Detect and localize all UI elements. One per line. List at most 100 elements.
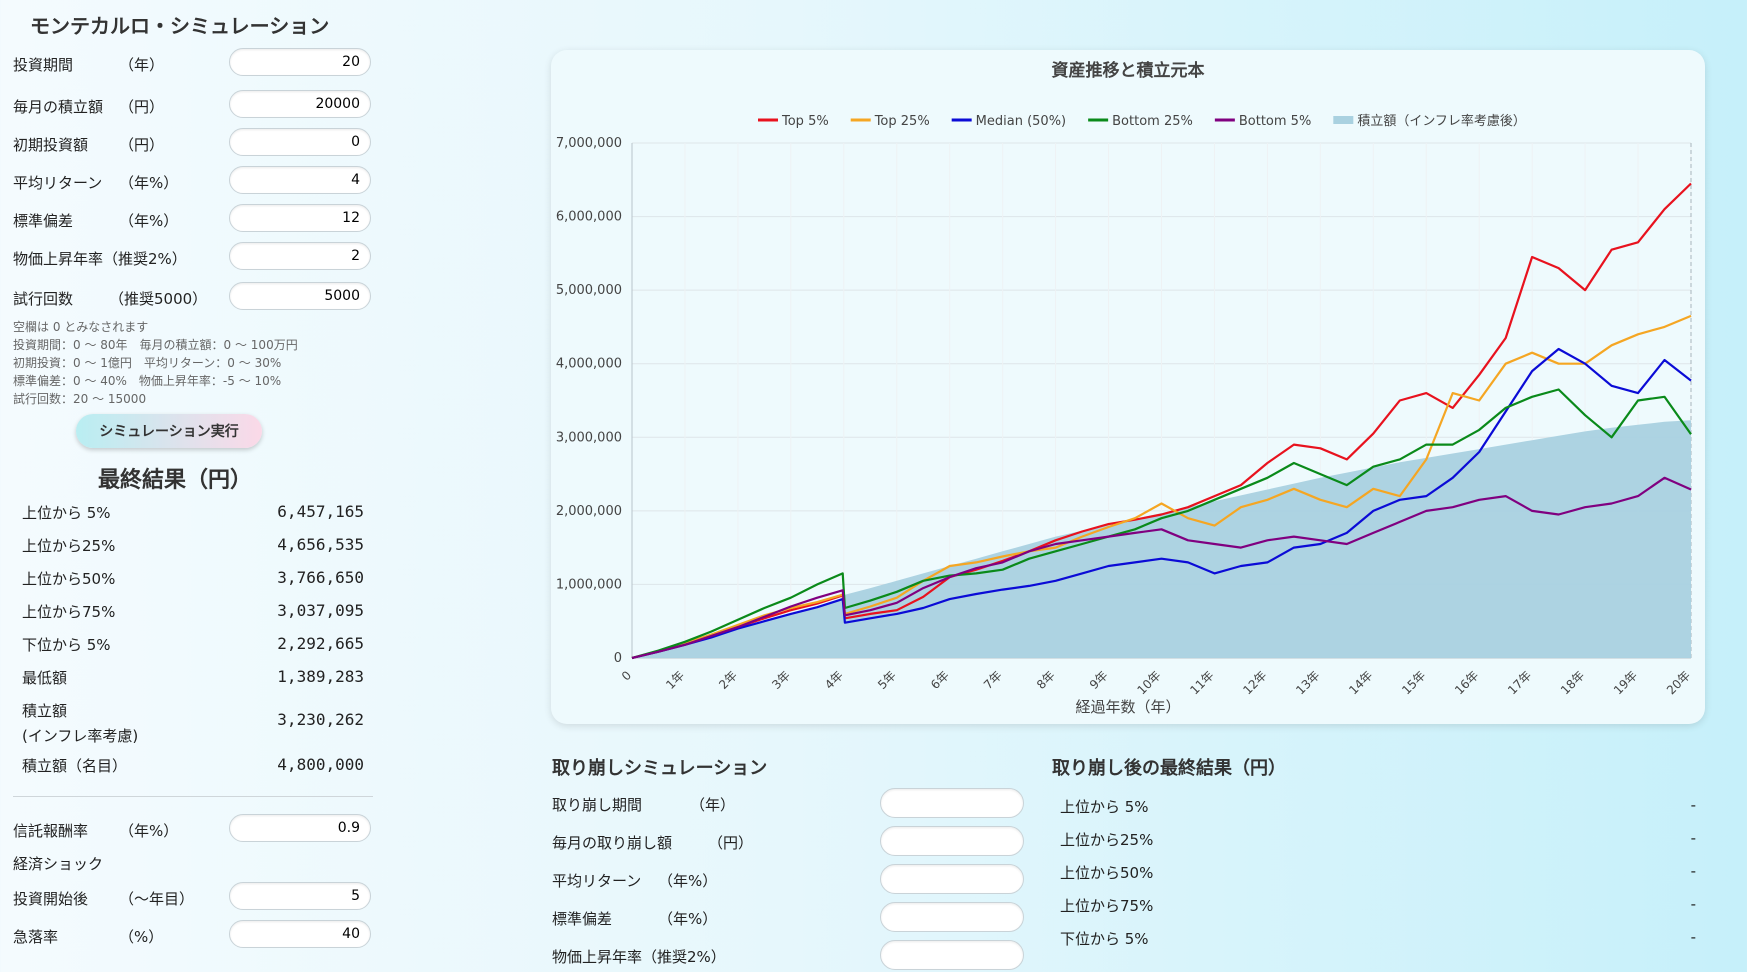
monthly-label: 毎月の積立額	[13, 98, 104, 116]
trials-input[interactable]	[229, 282, 371, 310]
input-row-crash-rate: 急落率 （%）	[13, 920, 373, 952]
fee-input[interactable]	[229, 814, 371, 842]
trials-unit: （推奨5000）	[109, 290, 208, 308]
withdraw-period-unit: （年）	[690, 796, 736, 814]
withdraw-result-label: 上位から25%	[1060, 831, 1154, 849]
input-row-period: 投資期間 （年）	[13, 48, 373, 80]
stddev-input[interactable]	[229, 204, 371, 232]
monthly-input[interactable]	[229, 90, 371, 118]
return-label: 平均リターン	[13, 174, 103, 192]
withdraw-period-label: 取り崩し期間	[552, 796, 643, 814]
x-tick-label: 15年	[1399, 668, 1428, 697]
y-tick-label: 0	[614, 651, 622, 666]
y-tick-label: 3,000,000	[556, 430, 622, 445]
crash-rate-label: 急落率	[13, 928, 59, 946]
result-label: 積立額	[22, 702, 68, 720]
x-tick-label: 17年	[1505, 668, 1534, 697]
result-label: 下位から 5%	[22, 636, 111, 654]
stddev-unit: （年%）	[119, 212, 179, 230]
result-label: 上位から25%	[22, 537, 116, 555]
legend-label: Top 5%	[781, 114, 829, 129]
inflation-input[interactable]	[229, 242, 371, 270]
x-tick-label: 19年	[1611, 668, 1640, 697]
withdraw-title: 取り崩しシミュレーション	[552, 758, 768, 779]
y-tick-label: 7,000,000	[556, 136, 622, 151]
y-tick-label: 4,000,000	[556, 357, 622, 372]
legend-swatch	[1333, 116, 1354, 124]
return-unit: （年%）	[119, 174, 179, 192]
withdraw-result-row: 上位から25% -	[1060, 829, 1696, 850]
note-line: 試行回数：20 〜 15000	[13, 392, 147, 406]
y-tick-label: 6,000,000	[556, 210, 622, 225]
x-tick-label: 5年	[875, 668, 899, 692]
withdraw-result-row: 下位から 5% -	[1060, 928, 1696, 949]
result-value: 3,230,262	[277, 710, 364, 729]
return-input[interactable]	[229, 166, 371, 194]
asset-chart: 資産推移と積立元本 0 1,000,000 2,000,000 3,000,000 4,0…	[556, 60, 1693, 716]
shock-title: 経済ショック	[13, 855, 104, 873]
series-line	[631, 476, 1692, 660]
legend-label: 積立額（インフレ率考慮後）	[1357, 113, 1526, 129]
result-row: 上位から25% 4,656,535	[22, 535, 364, 556]
y-tick-label: 1,000,000	[556, 577, 622, 592]
result-row: 下位から 5% 2,292,665	[22, 634, 364, 655]
legend-label: Bottom 5%	[1239, 114, 1311, 129]
withdraw-return-unit: （年%）	[658, 872, 718, 890]
result-value: 4,800,000	[277, 755, 364, 774]
withdraw-stddev-input[interactable]	[880, 902, 1024, 932]
series-line	[631, 314, 1692, 660]
withdraw-result-value: -	[1690, 928, 1696, 946]
legend-label: Median (50%)	[976, 114, 1066, 129]
crash-rate-input[interactable]	[229, 920, 371, 948]
withdraw-inflation-input[interactable]	[880, 940, 1024, 970]
withdraw-result-value: -	[1690, 796, 1696, 814]
fee-unit: （年%）	[119, 822, 179, 840]
result-row: 上位から75% 3,037,095	[22, 601, 364, 622]
shock-year-unit: （〜年目）	[119, 890, 195, 908]
withdraw-amount-input[interactable]	[880, 826, 1024, 856]
result-label-sub: (インフレ率考慮)	[22, 727, 139, 745]
period-unit: （年）	[119, 56, 165, 74]
app-title: モンテカルロ・シミュレーション	[30, 14, 330, 38]
legend-label: Bottom 25%	[1112, 114, 1193, 129]
input-row-inflation: 物価上昇年率（推奨2%）	[13, 242, 373, 274]
input-row-trials: 試行回数 （推奨5000）	[13, 282, 373, 314]
withdraw-result-row: 上位から75% -	[1060, 895, 1696, 916]
result-value: 6,457,165	[277, 502, 364, 521]
series-line	[631, 388, 1692, 660]
result-row: 積立額 (インフレ率考慮) 3,230,262	[22, 700, 364, 746]
result-row: 最低額 1,389,283	[22, 667, 364, 688]
initial-unit: （円）	[119, 136, 165, 154]
withdraw-result-value: -	[1690, 829, 1696, 847]
result-label: 積立額（名目）	[22, 757, 128, 775]
legend-label: Top 25%	[874, 114, 930, 129]
result-label: 上位から75%	[22, 603, 116, 621]
result-label: 上位から 5%	[22, 504, 111, 522]
period-input[interactable]	[229, 48, 371, 76]
run-simulation-button[interactable]: シミュレーション実行	[76, 414, 262, 448]
initial-input[interactable]	[229, 128, 371, 156]
monthly-unit: （円）	[119, 98, 165, 116]
shock-year-label: 投資開始後	[13, 890, 89, 908]
x-tick-label: 3年	[769, 668, 793, 692]
x-tick-label: 13年	[1293, 668, 1322, 697]
result-value: 3,766,650	[277, 568, 364, 587]
chart-card: 資産推移と積立元本 0 1,000,000 2,000,000 3,000,000 4,0…	[551, 50, 1705, 724]
x-tick-label: 9年	[1087, 668, 1111, 692]
withdraw-period-input[interactable]	[880, 788, 1024, 818]
withdraw-return-input[interactable]	[880, 864, 1024, 894]
x-tick-label: 8年	[1034, 668, 1058, 692]
result-row: 上位から 5% 6,457,165	[22, 502, 364, 523]
x-tick-label: 18年	[1558, 668, 1587, 697]
note-line: 初期投資：0 〜 1億円 平均リターン：0 〜 30%	[13, 356, 282, 370]
withdraw-results-title: 取り崩し後の最終結果（円）	[1052, 758, 1286, 779]
shock-year-input[interactable]	[229, 882, 371, 910]
input-row-initial: 初期投資額 （円）	[13, 128, 373, 160]
series-line	[631, 347, 1692, 660]
x-tick-label: 4年	[822, 668, 846, 692]
results-title: 最終結果（円）	[98, 468, 253, 493]
result-value: 4,656,535	[277, 535, 364, 554]
input-notes: 空欄は 0 とみなされます 投資期間：0 〜 80年 毎月の積立額：0 〜 10…	[13, 318, 298, 408]
divider	[13, 796, 373, 797]
withdraw-row-amount: 毎月の取り崩し額 （円）	[552, 826, 1024, 858]
